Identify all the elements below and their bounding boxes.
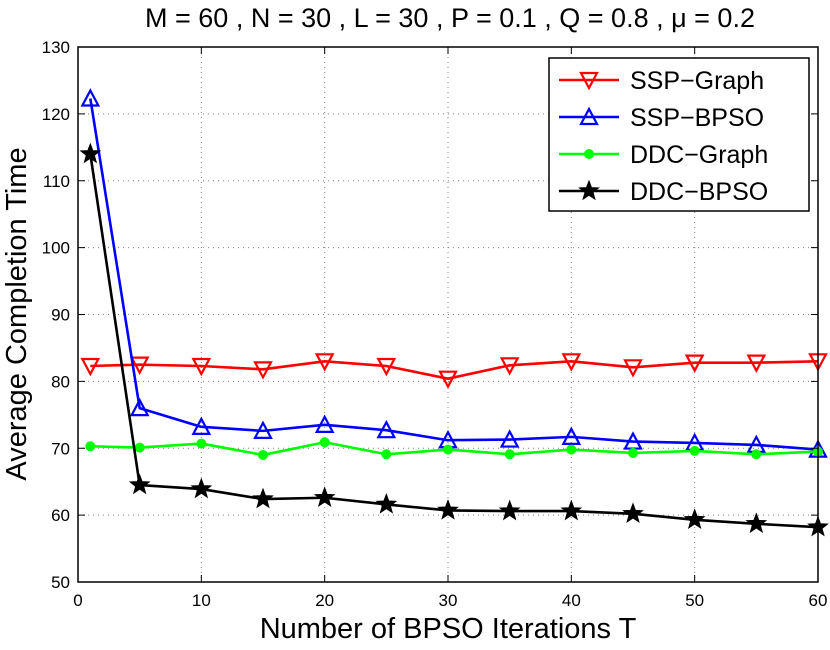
series-ssp-graph [80, 353, 828, 390]
x-axis-title: Number of BPSO Iterations T [260, 613, 637, 645]
data-point [79, 142, 102, 164]
series-ddc-bpso [79, 142, 829, 537]
legend-entry: SSP−BPSO [559, 104, 764, 132]
legend-entry: DDC−BPSO [559, 178, 768, 206]
data-point [252, 487, 274, 509]
data-point [128, 473, 151, 495]
data-point [381, 449, 392, 460]
data-point [684, 354, 705, 373]
data-point [499, 429, 520, 448]
legend-marker [578, 179, 600, 201]
legend-entry: SSP−Graph [559, 67, 764, 95]
legend-label: DDC−Graph [630, 141, 768, 169]
y-tick-label: 110 [43, 172, 70, 191]
data-point [196, 438, 207, 449]
data-point [253, 361, 273, 380]
data-point [745, 512, 768, 534]
data-point [689, 445, 700, 456]
data-point [191, 357, 212, 377]
data-point [566, 444, 577, 455]
x-tick-label: 60 [809, 591, 828, 610]
y-tick-label: 50 [51, 573, 70, 592]
data-point [191, 416, 212, 435]
data-point [314, 414, 335, 433]
data-point [561, 353, 582, 372]
x-tick-label: 0 [73, 591, 82, 610]
data-point [623, 359, 643, 378]
data-point [498, 499, 521, 521]
data-point [80, 88, 101, 107]
data-point [80, 357, 101, 377]
data-point [622, 502, 644, 524]
data-point [751, 449, 762, 460]
y-tick-label: 100 [42, 239, 70, 258]
legend-label: DDC−BPSO [630, 178, 768, 206]
x-tick-label: 10 [192, 591, 211, 610]
y-tick-label: 60 [51, 506, 70, 525]
y-tick-label: 80 [51, 372, 70, 391]
data-point [443, 444, 453, 455]
data-point [375, 493, 398, 514]
data-point [628, 447, 638, 458]
x-tick-label: 40 [562, 591, 581, 610]
data-point [258, 449, 268, 460]
y-axis-title: Average Completion Time [1, 147, 33, 480]
legend-marker [584, 149, 594, 159]
data-point [437, 499, 459, 520]
data-point [683, 508, 706, 530]
data-point [746, 354, 767, 373]
data-point [560, 499, 583, 521]
data-point [85, 441, 96, 452]
data-point [319, 437, 330, 448]
data-point [313, 486, 336, 507]
series-line [89, 98, 819, 451]
series-layer [79, 88, 829, 537]
data-point [253, 420, 273, 439]
legend-entry: DDC−Graph [559, 141, 768, 169]
series-line [90, 360, 819, 381]
data-point [134, 442, 145, 453]
data-point [376, 357, 397, 377]
data-point [129, 356, 150, 375]
data-point [561, 426, 582, 445]
legend-marker [579, 106, 599, 126]
chart-title: M = 60 , N = 30 , L = 30 , P = 0.1 , Q =… [145, 3, 755, 33]
y-tick-label: 130 [42, 38, 70, 57]
x-tick-label: 30 [439, 591, 458, 610]
legend: SSP−Graph SSP−BPSO DDC−Graph DDC−BPSO [548, 57, 810, 212]
data-point [499, 357, 520, 376]
data-point [190, 477, 213, 499]
y-tick-label: 90 [51, 306, 70, 325]
y-tick-label: 70 [51, 439, 70, 458]
data-point [314, 353, 335, 372]
x-tick-label: 20 [315, 591, 334, 610]
y-tick-label: 120 [42, 105, 70, 124]
data-point [129, 397, 150, 417]
data-point [504, 449, 515, 460]
legend-label: SSP−Graph [630, 67, 764, 95]
legend-marker [579, 71, 599, 91]
x-tick-label: 50 [685, 591, 704, 610]
legend-label: SSP−BPSO [630, 104, 764, 132]
axis-ticks: 0 10 20 30 40 50 60 50 60 70 80 90 100 110 120 130 [42, 38, 828, 610]
data-point [438, 370, 458, 390]
data-point [376, 419, 397, 439]
